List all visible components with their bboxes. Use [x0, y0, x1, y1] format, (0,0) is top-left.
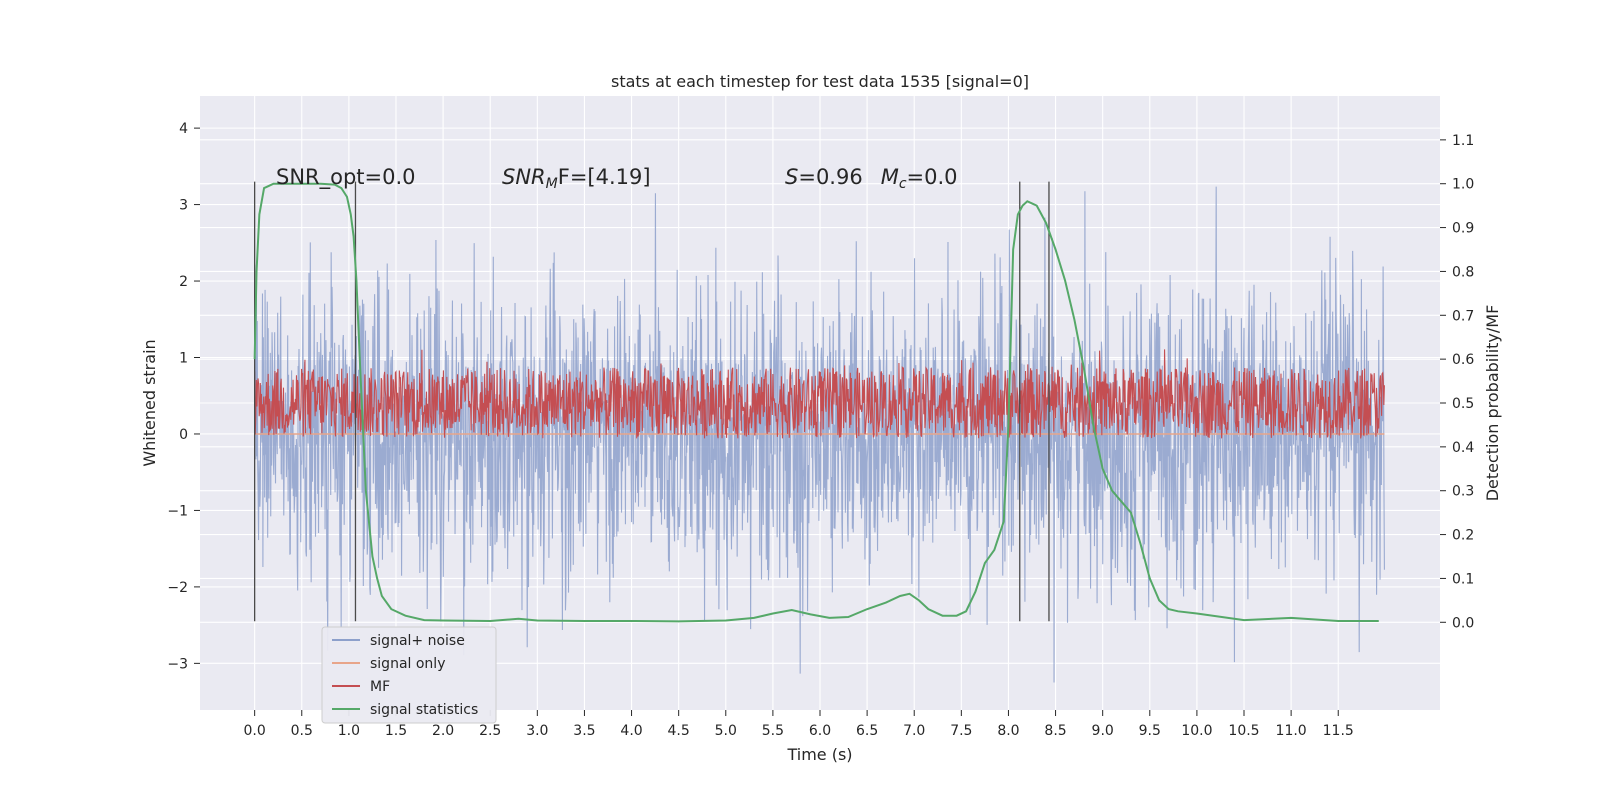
- y-right-tick-label-7: 0.4: [1452, 440, 1474, 456]
- signal-noise-line: [254, 186, 1385, 683]
- x-tick-label-11: 5.5: [762, 723, 784, 739]
- s-label: S: [785, 165, 798, 189]
- s-value: =0.96: [798, 165, 862, 189]
- x-tick-label-6: 3.0: [526, 723, 548, 739]
- y-right-tick-label-0: 1.1: [1452, 133, 1474, 149]
- y-right-tick-label-10: 0.1: [1452, 571, 1474, 587]
- series-signal-noise: [254, 186, 1385, 683]
- mf-line: [254, 349, 1385, 439]
- x-tick-label-12: 6.0: [809, 723, 831, 739]
- y-right-tick-label-4: 0.7: [1452, 308, 1474, 324]
- legend-label-signal-statistics: signal statistics: [370, 702, 478, 718]
- snr-mf-sub: M: [546, 176, 558, 192]
- y-right-tick-label-1: 1.0: [1452, 177, 1474, 193]
- mc-value: =0.0: [907, 165, 958, 189]
- x-axis-label: Time (s): [786, 745, 852, 764]
- y-tick-label-6: −2: [167, 580, 188, 596]
- x-tick-label-5: 2.5: [479, 723, 501, 739]
- legend-label-mf: MF: [370, 679, 390, 695]
- series-signal-statistics: [253, 182, 1379, 623]
- y-tick-label-4: 0: [179, 427, 188, 443]
- x-tick-label-23: 11.5: [1323, 723, 1354, 739]
- x-tick-label-16: 8.0: [997, 723, 1019, 739]
- legend: signal+ noise signal only MF signal stat…: [321, 626, 497, 724]
- series-mf: [254, 349, 1385, 439]
- x-tick-label-14: 7.0: [903, 723, 925, 739]
- y-axis-ticks: 4 3 2 1 0 −1 −2 −3: [167, 121, 200, 672]
- x-tick-label-10: 5.0: [715, 723, 737, 739]
- x-axis-ticks: 0.0 0.5 1.0 1.5 2.0 2.5 3.0 3.5 4.0 4.5 5.0 5.5 6.0 6…: [244, 710, 1354, 739]
- x-tick-label-7: 3.5: [573, 723, 595, 739]
- mc-label: M: [881, 165, 899, 189]
- snr-mf-pre: SNR: [502, 165, 546, 189]
- y-tick-label-5: −1: [167, 503, 188, 519]
- y-tick-label-1: 3: [179, 198, 188, 214]
- legend-label-signal-only: signal only: [370, 656, 445, 672]
- y-tick-label-0: 4: [179, 121, 188, 137]
- x-tick-label-17: 8.5: [1044, 723, 1066, 739]
- y-right-tick-label-3: 0.8: [1452, 264, 1474, 280]
- x-tick-label-1: 0.5: [291, 723, 313, 739]
- annotation-s-mc: S=0.96 Mc=0.0: [785, 165, 958, 192]
- signal-statistics-line: [253, 182, 1379, 623]
- mc-sub: c: [899, 176, 907, 192]
- x-tick-label-18: 9.0: [1092, 723, 1114, 739]
- y-axis-label: Whitened strain: [140, 339, 159, 466]
- x-tick-label-15: 7.5: [950, 723, 972, 739]
- x-tick-label-3: 1.5: [385, 723, 407, 739]
- x-tick-label-0: 0.0: [244, 723, 266, 739]
- snr-mf-post: F=[4.19]: [558, 165, 651, 189]
- y-right-tick-label-5: 0.6: [1452, 352, 1474, 368]
- y-right-axis-label: Detection probability/MF: [1483, 305, 1502, 502]
- y-right-tick-label-6: 0.5: [1452, 396, 1474, 412]
- x-tick-label-13: 6.5: [856, 723, 878, 739]
- x-tick-label-22: 11.0: [1276, 723, 1307, 739]
- x-tick-label-8: 4.0: [620, 723, 642, 739]
- x-tick-label-9: 4.5: [668, 723, 690, 739]
- chart-title: stats at each timestep for test data 153…: [611, 72, 1029, 91]
- y-tick-label-3: 1: [179, 351, 188, 367]
- legend-label-signal-noise: signal+ noise: [370, 633, 465, 649]
- y-right-tick-label-9: 0.2: [1452, 528, 1474, 544]
- x-tick-label-4: 2.0: [432, 723, 454, 739]
- y-tick-label-2: 2: [179, 274, 188, 290]
- x-tick-label-19: 9.5: [1139, 723, 1161, 739]
- y-right-axis-ticks: 1.1 1.0 0.9 0.8 0.7 0.6 0.5 0.4 0.3 0.2 0.1 0.0: [1440, 133, 1474, 631]
- y-right-tick-label-2: 0.9: [1452, 221, 1474, 237]
- x-tick-label-20: 10.0: [1181, 723, 1212, 739]
- legend-box: [321, 626, 497, 724]
- y-right-tick-label-8: 0.3: [1452, 484, 1474, 500]
- y-tick-label-7: −3: [167, 656, 188, 672]
- x-tick-label-2: 1.0: [338, 723, 360, 739]
- annotation-snr-opt: SNR_opt=0.0: [276, 165, 416, 190]
- y-right-tick-label-11: 0.0: [1452, 615, 1474, 631]
- annotation-snr-mf: SNRMF=[4.19]: [502, 165, 651, 192]
- x-tick-label-21: 10.5: [1228, 723, 1259, 739]
